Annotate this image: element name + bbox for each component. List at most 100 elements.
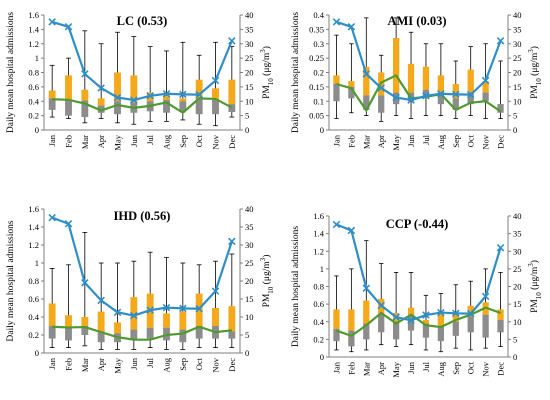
blue-point-marker	[347, 23, 356, 31]
y2-tick-label: 25	[245, 258, 254, 268]
x-tick-label: Aug	[162, 357, 172, 372]
x-tick-label: Sep	[451, 362, 461, 375]
blue-point-marker	[466, 90, 475, 99]
y2-axis-label: PM10 (μg/m3)	[259, 255, 275, 308]
x-tick-label: Jun	[406, 361, 416, 374]
box-lower-quartile	[114, 101, 121, 115]
blue-point-marker	[81, 70, 89, 78]
box-upper-quartile	[348, 81, 355, 87]
box-upper-quartile	[81, 89, 89, 101]
y2-tick-label: 15	[513, 82, 522, 92]
panel-title: AMI (0.03)	[387, 14, 446, 28]
x-tick-label: Feb	[64, 358, 74, 371]
y2-tick-label: 25	[513, 53, 522, 63]
x-tick-label: Feb	[346, 362, 356, 375]
box-upper-quartile	[163, 313, 170, 328]
y2-tick-label: 0	[245, 348, 249, 358]
blue-point-marker	[437, 90, 445, 98]
box-upper-quartile	[363, 66, 370, 96]
box-upper-quartile	[333, 309, 340, 329]
x-tick-label: Sep	[451, 135, 461, 148]
x-tick-label: Nov	[211, 134, 221, 149]
box-upper-quartile	[179, 311, 187, 330]
y2-tick-label: 35	[245, 24, 254, 34]
box-lower-quartile	[228, 104, 236, 113]
blue-point-marker	[452, 309, 460, 318]
y2-tick-label: 30	[245, 39, 254, 49]
y2-tick-label: 35	[513, 24, 522, 34]
y-tick-label: 0.6	[313, 299, 324, 309]
box-lower-quartile	[146, 327, 154, 339]
y2-tick-label: 15	[245, 294, 254, 304]
blue-point-marker	[362, 70, 371, 78]
x-tick-label: Nov	[211, 357, 221, 372]
y-tick-label: 1	[35, 258, 39, 268]
box-lower-quartile	[81, 100, 89, 118]
blue-point-marker	[437, 308, 445, 317]
blue-point-marker	[162, 303, 171, 312]
box-lower-quartile	[97, 105, 105, 113]
blue-point-marker	[130, 96, 138, 104]
y2-tick-label: 25	[513, 264, 522, 274]
y2-tick-label: 40	[245, 10, 254, 20]
blue-point-marker	[211, 287, 220, 295]
blue-point-marker	[347, 226, 356, 235]
chart-panel-4: 0 0.2 0.4 0.6 0.8 1 1.2 1.4 1.6 0 5 10 15 20 25 30 35 40 J…	[291, 211, 543, 378]
y2-tick-label: 40	[245, 204, 254, 214]
chart-panel-2: 0 0.05 0.1 0.15 0.2 0.25 0.3 0.35 0.4 0 5 10 15 20 25 3…	[291, 10, 543, 151]
box-lower-quartile	[333, 84, 340, 102]
panel-title: CCP (-0.44)	[386, 217, 449, 231]
blue-point-marker	[422, 92, 430, 100]
y-tick-label: 0.8	[313, 282, 324, 292]
y2-tick-label: 5	[513, 334, 517, 344]
y-tick-label: 1.2	[313, 246, 324, 256]
x-tick-label: Jul	[145, 134, 155, 145]
box-lower-quartile	[195, 98, 203, 115]
box-lower-quartile	[497, 104, 504, 113]
y-tick-label: 0.2	[313, 68, 324, 78]
box-upper-quartile	[130, 75, 138, 103]
x-tick-label: Jul	[421, 361, 431, 372]
box-lower-quartile	[422, 323, 430, 338]
box-upper-quartile	[195, 79, 203, 99]
y2-tick-label: 40	[513, 211, 522, 221]
blue-point-marker	[211, 76, 220, 85]
y2-tick-label: 0	[513, 125, 517, 135]
box-lower-quartile	[497, 319, 504, 333]
box-upper-quartile	[114, 322, 121, 334]
x-tick-label: Apr	[376, 362, 386, 375]
blue-point-marker	[195, 90, 203, 99]
blue-point-marker	[64, 23, 73, 31]
x-tick-label: Apr	[96, 358, 106, 371]
blue-point-marker	[113, 93, 122, 102]
box-upper-quartile	[81, 317, 89, 326]
y-tick-label: 0.8	[28, 276, 39, 286]
box-upper-quartile	[407, 63, 415, 93]
x-tick-label: Aug	[436, 134, 446, 149]
box-upper-quartile	[392, 38, 400, 93]
box-upper-quartile	[422, 66, 430, 90]
blue-series-line	[336, 20, 502, 102]
box-lower-quartile	[378, 314, 385, 333]
panel-title: IHD (0.56)	[114, 209, 171, 223]
y-axis-label: Daily mean hospital admissions	[6, 220, 16, 341]
box-upper-quartile	[179, 98, 187, 102]
x-tick-label: Jul	[421, 134, 431, 145]
box-upper-quartile	[114, 72, 121, 102]
y-tick-label: 0.3	[313, 39, 324, 49]
y-tick-label: 0	[35, 125, 39, 135]
y2-tick-label: 40	[513, 10, 522, 20]
y2-tick-label: 0	[245, 125, 249, 135]
x-tick-label: Jun	[129, 134, 139, 147]
y-tick-label: 0.2	[28, 111, 39, 121]
x-tick-label: Feb	[346, 135, 356, 148]
x-tick-label: Dec	[496, 135, 506, 149]
y-axis-label: Daily mean hospital admissions	[291, 12, 301, 133]
blue-point-marker	[392, 93, 400, 102]
box-upper-quartile	[65, 315, 72, 328]
box-lower-quartile	[407, 314, 415, 331]
y-tick-label: 1.6	[28, 10, 39, 20]
blue-point-marker	[392, 313, 400, 321]
box-lower-quartile	[97, 331, 105, 343]
blue-point-marker	[81, 279, 89, 287]
